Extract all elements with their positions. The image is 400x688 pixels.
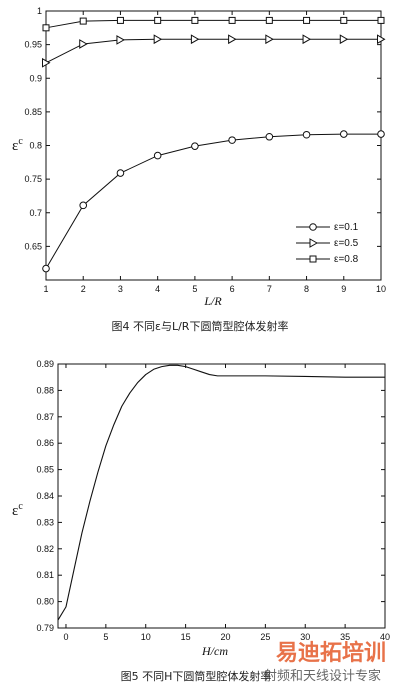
- chart-2-plot-frame: [57, 363, 386, 629]
- data-point: [377, 130, 385, 138]
- x-tick-label: 8: [304, 284, 309, 294]
- x-tick-label: 3: [118, 284, 123, 294]
- data-point: [42, 264, 50, 273]
- data-point: [340, 16, 348, 24]
- chart-2-caption: 图5 不同H下圆筒型腔体发射率: [121, 669, 272, 683]
- chart-1-plot-frame: [45, 10, 382, 281]
- y-tick-label: 0.9: [29, 73, 42, 83]
- legend-label: ε=0.8: [334, 254, 359, 265]
- y-tick-label: 0.65: [24, 241, 42, 251]
- y-tick-label: 0.85: [36, 465, 54, 475]
- y-tick-label: 0.88: [36, 385, 54, 395]
- data-point: [302, 34, 312, 45]
- y-tick-label: 0.80: [36, 597, 54, 607]
- x-tick-label: 40: [380, 632, 390, 642]
- x-tick-label: 30: [300, 632, 310, 642]
- data-point: [265, 132, 274, 141]
- x-tick-label: 20: [220, 632, 230, 642]
- legend-label: ε=0.1: [334, 222, 359, 233]
- x-tick-label: 6: [230, 284, 235, 294]
- data-point: [191, 16, 199, 24]
- chart-2-ylabel: εc: [12, 501, 23, 519]
- x-tick-label: 5: [103, 632, 108, 642]
- y-tick-label: 1: [37, 6, 42, 16]
- y-tick-label: 0.84: [36, 491, 54, 501]
- y-tick-label: 0.79: [36, 623, 54, 633]
- series-line: [45, 19, 381, 29]
- data-point: [154, 16, 162, 24]
- y-tick-label: 0.7: [29, 208, 42, 218]
- watermark-brand: 易迪拓培训: [276, 640, 386, 666]
- x-tick-label: 15: [181, 632, 191, 642]
- x-tick-label: 9: [341, 284, 346, 294]
- y-tick-label: 0.75: [24, 174, 42, 184]
- legend-item-eps-0.1: ε=0.1: [296, 222, 359, 233]
- data-point: [265, 16, 273, 24]
- data-point: [153, 34, 163, 45]
- data-point: [42, 57, 51, 68]
- data-point: [303, 16, 311, 24]
- chart-1-xlabel: L/R: [203, 294, 222, 308]
- watermark-tagline: 射频和天线设计专家: [264, 668, 381, 684]
- chart-1-ylabel: εc: [12, 136, 23, 154]
- chart-2-ticks: 0 5 10 15 20 25 30 35 40 0.79 0.80 0.81 0.82 0.83 0.84…: [36, 359, 390, 642]
- data-point: [190, 34, 200, 45]
- y-tick-label: 0.8: [29, 141, 42, 151]
- series-line: [45, 38, 381, 64]
- data-point: [377, 34, 386, 45]
- x-tick-label: 10: [141, 632, 151, 642]
- y-tick-label: 0.83: [36, 517, 54, 527]
- series-line: [45, 133, 381, 269]
- y-tick-label: 0.81: [36, 570, 54, 580]
- chart-2-series: [57, 364, 385, 621]
- chart-1-series: [42, 16, 386, 273]
- data-point: [228, 34, 237, 45]
- y-tick-label: 0.85: [24, 107, 42, 117]
- x-tick-label: 1: [43, 284, 48, 294]
- chart-1: 1 2 3 4 5 6 7 8 9 10 0.65 0.7 0.75 0.8 0.85 0.9 0.95 1 εc…: [12, 6, 386, 333]
- data-point: [228, 136, 236, 144]
- data-point: [265, 34, 274, 45]
- x-tick-label: 0: [63, 632, 68, 642]
- x-tick-label: 25: [260, 632, 270, 642]
- data-point: [191, 142, 199, 150]
- y-tick-label: 0.95: [24, 40, 42, 50]
- chart-1-caption: 图4 不同ε与L/R下圆筒型腔体发射率: [112, 319, 289, 333]
- y-tick-label: 0.82: [36, 544, 54, 554]
- series-line: [57, 364, 385, 621]
- chart-1-legend: ε=0.1 ε=0.5 ε=0.8: [296, 222, 359, 265]
- data-point: [377, 16, 385, 24]
- data-point: [116, 16, 124, 24]
- data-point: [339, 34, 349, 45]
- y-tick-label: 0.87: [36, 412, 54, 422]
- x-tick-label: 2: [81, 284, 86, 294]
- y-tick-label: 0.89: [36, 359, 54, 369]
- data-point: [339, 130, 348, 138]
- data-point: [228, 16, 236, 24]
- data-point: [153, 151, 162, 160]
- legend-label: ε=0.5: [334, 238, 359, 249]
- y-tick-label: 0.86: [36, 438, 54, 448]
- data-point: [116, 169, 125, 177]
- chart-2-xlabel: H/cm: [201, 644, 228, 658]
- x-tick-label: 10: [376, 284, 386, 294]
- data-point: [79, 39, 88, 49]
- legend-item-eps-0.8: ε=0.8: [296, 254, 359, 265]
- data-point: [116, 35, 125, 45]
- data-point: [302, 130, 311, 139]
- x-tick-label: 7: [267, 284, 272, 294]
- data-point: [79, 201, 88, 210]
- data-point: [79, 17, 87, 25]
- x-tick-label: 35: [340, 632, 350, 642]
- x-tick-label: 4: [155, 284, 160, 294]
- chart-2: 0 5 10 15 20 25 30 35 40 0.79 0.80 0.81 0.82 0.83 0.84…: [12, 359, 390, 683]
- x-tick-label: 5: [192, 284, 197, 294]
- legend-item-eps-0.5: ε=0.5: [296, 238, 359, 249]
- chart-1-ticks: 1 2 3 4 5 6 7 8 9 10 0.65 0.7 0.75 0.8 0.85 0.9 0.95 1: [24, 6, 386, 294]
- watermark: 易迪拓培训 射频和天线设计专家: [264, 640, 386, 684]
- data-point: [42, 24, 50, 32]
